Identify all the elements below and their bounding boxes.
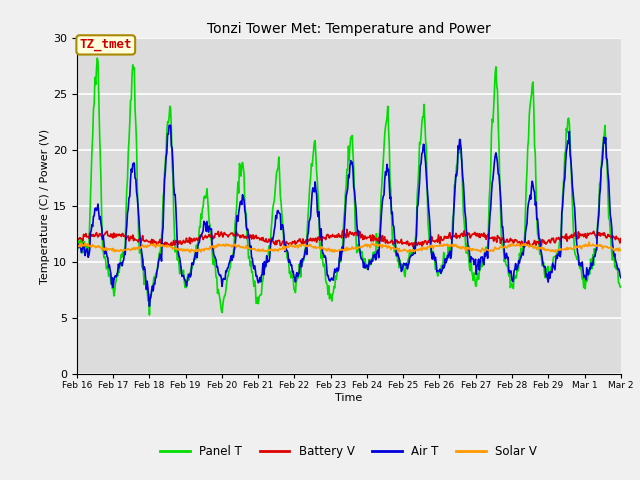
Air T [417, 163, 424, 168]
Air T [73, 244, 81, 250]
Solar V [585, 239, 593, 245]
Air T [83, 246, 90, 252]
Air T [145, 303, 153, 309]
Battery V [617, 236, 625, 241]
Solar V [139, 242, 147, 248]
Solar V [195, 247, 202, 253]
Line: Air T: Air T [77, 125, 621, 306]
Panel T [93, 55, 101, 61]
Text: TZ_tmet: TZ_tmet [79, 38, 132, 51]
Air T [433, 260, 440, 266]
Battery V [343, 227, 351, 232]
Legend: Panel T, Battery V, Air T, Solar V: Panel T, Battery V, Air T, Solar V [156, 440, 542, 463]
Solar V [73, 242, 81, 248]
Line: Battery V: Battery V [77, 229, 621, 247]
Y-axis label: Temperature (C) / Power (V): Temperature (C) / Power (V) [40, 129, 50, 284]
Solar V [431, 243, 439, 249]
Panel T [73, 235, 81, 241]
Panel T [224, 273, 232, 279]
Battery V [409, 244, 417, 250]
X-axis label: Time: Time [335, 393, 362, 403]
Panel T [145, 312, 153, 318]
Panel T [417, 141, 424, 147]
Solar V [416, 247, 424, 253]
Battery V [417, 241, 424, 247]
Panel T [196, 224, 204, 230]
Panel T [617, 284, 625, 290]
Panel T [140, 268, 147, 274]
Air T [167, 122, 175, 128]
Air T [224, 265, 232, 271]
Panel T [83, 242, 90, 248]
Battery V [73, 236, 81, 242]
Line: Panel T: Panel T [77, 58, 621, 315]
Battery V [194, 238, 202, 243]
Line: Solar V: Solar V [77, 242, 621, 252]
Air T [617, 275, 625, 280]
Title: Tonzi Tower Met: Temperature and Power: Tonzi Tower Met: Temperature and Power [207, 22, 491, 36]
Solar V [83, 242, 90, 248]
Battery V [83, 234, 90, 240]
Battery V [139, 233, 147, 239]
Solar V [223, 241, 231, 247]
Solar V [617, 248, 625, 253]
Panel T [433, 265, 440, 271]
Battery V [433, 237, 440, 243]
Solar V [186, 249, 194, 255]
Air T [139, 256, 147, 262]
Air T [196, 240, 204, 245]
Battery V [223, 232, 230, 238]
